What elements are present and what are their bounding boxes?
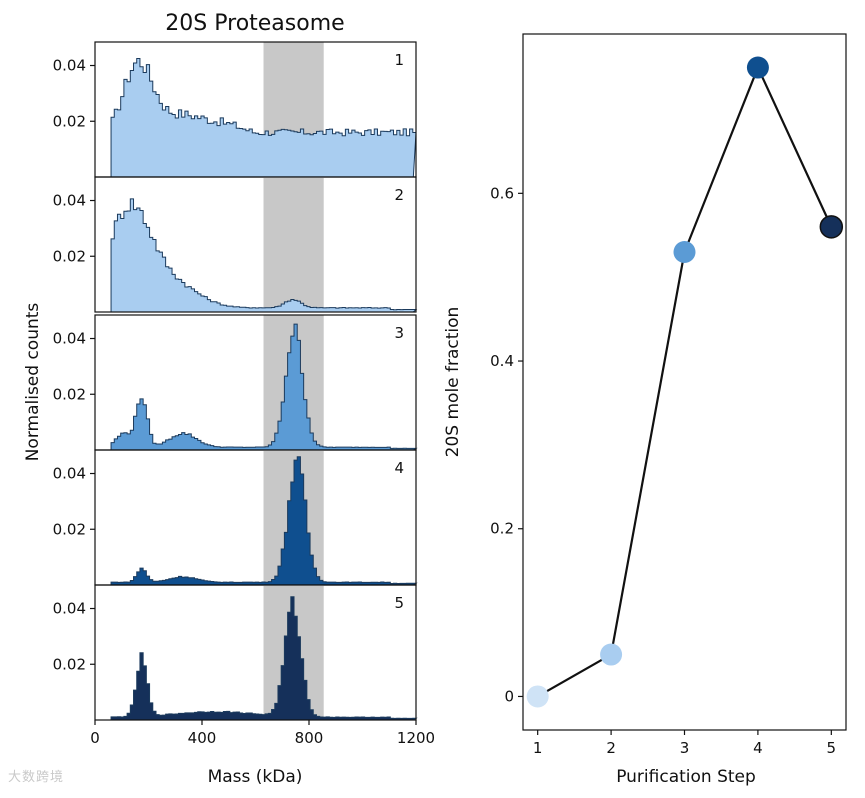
line-plot-frame <box>522 33 847 731</box>
y-tick-label: 0.04 <box>53 330 86 348</box>
x-tick-label: 1200 <box>397 729 435 747</box>
x-tick-label: 4 <box>753 739 763 757</box>
x-tick-label: 1 <box>533 739 543 757</box>
panel-number: 1 <box>394 51 404 69</box>
y-tick-label: 0.02 <box>53 520 86 538</box>
y-tick-label: 0.2 <box>490 520 514 538</box>
histogram-bars <box>110 323 418 451</box>
y-tick-label: 0.04 <box>53 600 86 618</box>
histogram-bars <box>110 456 418 586</box>
data-point-step-2 <box>600 643 623 666</box>
data-point-step-4 <box>746 56 769 79</box>
data-point-step-5 <box>819 215 844 239</box>
y-tick-label: 0.04 <box>53 192 86 210</box>
y-tick-label: 0 <box>504 687 514 705</box>
x-tick-label: 400 <box>188 729 217 747</box>
histogram-y-label: Normalised counts <box>23 303 43 462</box>
data-line <box>537 64 833 698</box>
histogram-x-label: Mass (kDa) <box>208 767 303 787</box>
y-tick-label: 0.02 <box>53 655 86 673</box>
histogram-panel-2: 0.02 0.04 2 <box>53 176 418 313</box>
y-tick-label: 0.02 <box>53 247 86 265</box>
histogram-panel-3: 0.02 0.04 3 <box>53 314 418 451</box>
y-tick-label: 0.6 <box>490 184 514 202</box>
histogram-panels: 0.020.04 10.020.04 20.020.04 30.020.04 40.02… <box>53 41 435 747</box>
line-chart: 0 0.2 0.4 0.6 1 2 3 4 5 <box>490 33 847 757</box>
panel-frame <box>94 449 417 586</box>
y-tick-label: 0.04 <box>53 57 86 75</box>
y-tick-label: 0.4 <box>490 352 514 370</box>
histogram-panel-1: 0.02 0.04 1 <box>53 41 417 178</box>
y-tick-label: 0.02 <box>53 385 86 403</box>
histogram-bars <box>110 596 418 721</box>
x-tick-label: 3 <box>680 739 690 757</box>
panel-number: 3 <box>394 324 404 342</box>
data-point-step-3 <box>673 241 696 264</box>
histogram-bars <box>110 198 418 313</box>
data-point-step-1 <box>526 685 549 708</box>
y-tick-label: 0.02 <box>53 112 86 130</box>
x-tick-label: 800 <box>295 729 324 747</box>
x-tick-label: 2 <box>606 739 616 757</box>
panel-frame <box>94 584 417 721</box>
line-x-label: Purification Step <box>616 767 756 787</box>
histogram-title: 20S Proteasome <box>165 11 344 36</box>
histogram-panel-4: 0.02 0.04 4 <box>53 449 418 586</box>
x-tick-label: 0 <box>90 729 100 747</box>
x-tick-label: 5 <box>827 739 837 757</box>
shaded-region <box>263 177 324 312</box>
line-y-label: 20S mole fraction <box>443 307 463 458</box>
panel-frame <box>94 176 417 313</box>
histogram-panel-5: 0.02 0.04 5 <box>53 584 418 721</box>
histogram-bars <box>110 58 417 178</box>
panel-number: 4 <box>394 459 404 477</box>
y-tick-label: 0.04 <box>53 465 86 483</box>
panel-number: 5 <box>394 594 404 612</box>
watermark-text: 大数跨境 <box>8 770 65 785</box>
panel-number: 2 <box>394 186 404 204</box>
